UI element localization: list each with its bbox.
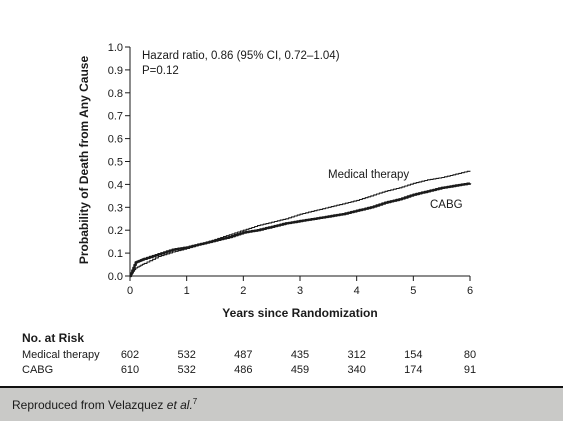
y-tick-label: 0.8: [108, 88, 123, 100]
series-layer: [129, 170, 472, 278]
y-axis-title: Probability of Death from Any Cause: [77, 56, 91, 265]
risk-value: 532: [177, 364, 195, 376]
risk-value: 610: [121, 364, 139, 376]
caption-italic: et al.: [166, 398, 193, 412]
risk-value: 459: [291, 364, 309, 376]
x-tick-label: 4: [354, 285, 360, 297]
risk-value: 435: [291, 349, 309, 361]
x-tick-label: 3: [297, 285, 303, 297]
risk-value: 486: [234, 364, 252, 376]
risk-value: 91: [464, 364, 476, 376]
series-label-cabg: CABG: [430, 199, 463, 211]
series-line-cabg: [129, 182, 472, 278]
risk-row-label: CABG: [22, 364, 53, 376]
y-tick-label: 0.7: [108, 111, 123, 123]
series-label-medical-therapy: Medical therapy: [328, 169, 409, 181]
x-tick-label: 2: [240, 285, 246, 297]
axes: 0.0 0.1 0.2 0.3 0.4 0.5 0.6 0.7 0.8 0.9 1.0 0 1 2 3 4 5 6: [108, 42, 473, 297]
x-tick-label: 1: [184, 285, 190, 297]
x-tick-label: 6: [467, 285, 473, 297]
series-line-medical-therapy: [130, 170, 471, 277]
kaplan-meier-chart: 0.0 0.1 0.2 0.3 0.4 0.5 0.6 0.7 0.8 0.9 1.0 0 1 2 3 4 5 6…: [22, 42, 476, 376]
risk-value: 174: [404, 364, 422, 376]
y-tick-label: 0.2: [108, 225, 123, 237]
risk-value: 154: [404, 349, 422, 361]
caption-prefix: Reproduced from Velazquez: [12, 398, 167, 412]
hazard-ratio-annotation: Hazard ratio, 0.86 (95% CI, 0.72–1.04): [142, 50, 340, 62]
y-tick-label: 0.0: [108, 271, 123, 283]
risk-value: 487: [234, 349, 252, 361]
x-tick-label: 0: [127, 285, 133, 297]
y-tick-label: 0.3: [108, 202, 123, 214]
y-tick-label: 0.5: [108, 157, 123, 169]
p-value-annotation: P=0.12: [142, 65, 179, 77]
x-axis-title: Years since Randomization: [222, 306, 377, 320]
risk-value: 312: [347, 349, 365, 361]
y-tick-label: 1.0: [108, 42, 123, 54]
risk-value: 602: [121, 349, 139, 361]
risk-value: 532: [177, 349, 195, 361]
risk-table: Medical therapy 602 532 487 435 312 154 80 CABG 6…: [22, 349, 476, 376]
risk-row-label: Medical therapy: [22, 349, 100, 361]
y-tick-label: 0.4: [108, 179, 123, 191]
y-tick-label: 0.1: [108, 248, 123, 260]
y-tick-label: 0.9: [108, 65, 123, 77]
caption-bar: Reproduced from Velazquez et al.7: [0, 386, 563, 421]
caption-text: Reproduced from Velazquez et al.7: [12, 397, 197, 412]
risk-value: 340: [347, 364, 365, 376]
x-tick-label: 5: [410, 285, 416, 297]
risk-value: 80: [464, 349, 476, 361]
risk-table-title: No. at Risk: [22, 331, 84, 345]
caption-superscript: 7: [192, 397, 198, 406]
y-tick-label: 0.6: [108, 134, 123, 146]
